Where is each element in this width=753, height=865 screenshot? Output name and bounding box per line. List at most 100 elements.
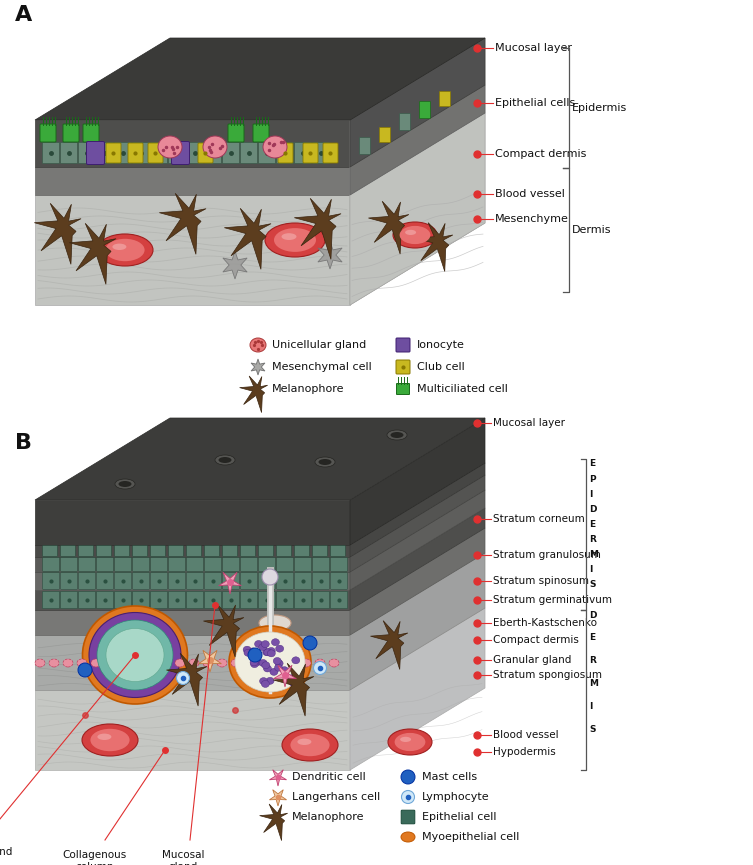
FancyBboxPatch shape [133,592,150,608]
FancyBboxPatch shape [222,143,239,163]
FancyBboxPatch shape [151,573,167,589]
Ellipse shape [255,640,263,648]
FancyBboxPatch shape [78,143,96,163]
FancyBboxPatch shape [169,558,185,571]
FancyBboxPatch shape [294,143,312,163]
Text: S: S [589,580,596,589]
FancyBboxPatch shape [106,143,121,163]
Ellipse shape [158,136,182,158]
Text: Stratum spinosum: Stratum spinosum [493,576,589,586]
FancyBboxPatch shape [87,142,105,164]
FancyBboxPatch shape [148,143,163,163]
Text: R: R [589,535,596,544]
Text: Unicellular gland: Unicellular gland [272,340,366,350]
Text: Melanophore: Melanophore [292,812,364,822]
FancyBboxPatch shape [79,546,93,556]
Ellipse shape [63,659,73,667]
Polygon shape [370,621,408,670]
FancyBboxPatch shape [400,113,410,131]
FancyBboxPatch shape [205,546,219,556]
Ellipse shape [282,729,338,761]
Ellipse shape [329,659,339,667]
Text: Epithelial cells: Epithelial cells [495,98,575,108]
Polygon shape [270,790,287,806]
FancyBboxPatch shape [259,546,273,556]
Polygon shape [251,359,265,375]
FancyBboxPatch shape [294,573,311,589]
Ellipse shape [259,659,267,667]
Ellipse shape [401,791,414,804]
Text: M: M [589,679,598,688]
Polygon shape [350,528,485,635]
FancyBboxPatch shape [241,558,258,571]
Polygon shape [35,545,350,557]
FancyBboxPatch shape [276,558,294,571]
FancyBboxPatch shape [241,546,255,556]
FancyBboxPatch shape [96,546,111,556]
Ellipse shape [189,659,199,667]
Ellipse shape [259,659,269,667]
Ellipse shape [387,430,407,440]
Polygon shape [273,665,297,687]
Ellipse shape [261,681,270,688]
FancyBboxPatch shape [60,592,78,608]
FancyBboxPatch shape [331,573,347,589]
Ellipse shape [97,620,173,690]
FancyBboxPatch shape [276,546,291,556]
Polygon shape [350,85,485,195]
FancyBboxPatch shape [133,546,148,556]
Ellipse shape [275,664,282,671]
Ellipse shape [176,671,190,684]
FancyBboxPatch shape [240,143,258,163]
Ellipse shape [175,659,185,667]
FancyBboxPatch shape [396,360,410,374]
Polygon shape [260,804,288,841]
Ellipse shape [248,648,257,655]
FancyBboxPatch shape [259,573,276,589]
FancyBboxPatch shape [331,558,347,571]
Ellipse shape [115,479,135,489]
Text: Stratum germinativum: Stratum germinativum [493,595,612,605]
FancyBboxPatch shape [241,573,258,589]
Ellipse shape [231,659,241,667]
FancyBboxPatch shape [43,546,57,556]
Polygon shape [350,508,485,610]
FancyBboxPatch shape [79,573,96,589]
Ellipse shape [218,457,231,463]
Ellipse shape [105,239,145,261]
Text: R: R [589,657,596,665]
Ellipse shape [273,657,282,664]
Ellipse shape [270,669,278,676]
Ellipse shape [250,338,266,352]
FancyBboxPatch shape [96,592,114,608]
Polygon shape [350,38,485,167]
FancyBboxPatch shape [128,143,143,163]
Ellipse shape [100,635,130,659]
FancyBboxPatch shape [151,546,166,556]
FancyBboxPatch shape [312,592,330,608]
Polygon shape [350,553,485,690]
Ellipse shape [319,459,331,465]
FancyBboxPatch shape [359,138,370,155]
FancyBboxPatch shape [114,558,131,571]
Ellipse shape [400,226,431,244]
Ellipse shape [254,658,261,665]
Ellipse shape [260,677,267,684]
Ellipse shape [262,569,278,585]
FancyBboxPatch shape [187,558,203,571]
FancyBboxPatch shape [172,142,190,164]
FancyBboxPatch shape [323,143,338,163]
Polygon shape [69,223,116,285]
FancyBboxPatch shape [222,592,239,608]
Text: Epithelial cell: Epithelial cell [422,812,496,822]
Ellipse shape [118,481,132,487]
Ellipse shape [90,729,130,751]
FancyBboxPatch shape [96,143,114,163]
Ellipse shape [259,644,267,650]
Text: Dendritic cell: Dendritic cell [292,772,366,782]
FancyBboxPatch shape [114,546,130,556]
Polygon shape [35,590,350,610]
FancyBboxPatch shape [187,592,203,608]
Polygon shape [218,573,242,594]
Ellipse shape [262,662,270,669]
